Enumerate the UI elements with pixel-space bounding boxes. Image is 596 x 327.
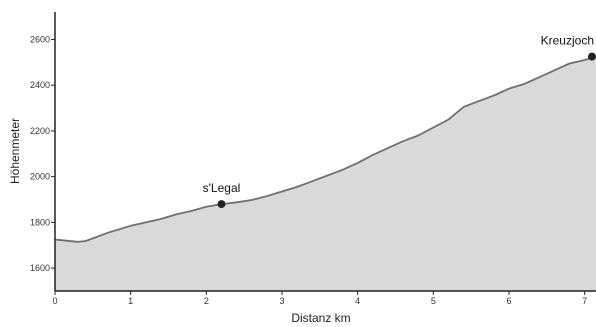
waypoint-label: Kreuzjoch bbox=[541, 34, 594, 48]
y-tick-label: 2000 bbox=[30, 172, 50, 182]
y-tick-label: 2200 bbox=[30, 126, 50, 136]
x-tick-label: 6 bbox=[506, 296, 511, 306]
x-tick-label: 1 bbox=[128, 296, 133, 306]
y-tick-label: 1800 bbox=[30, 217, 50, 227]
x-tick-label: 7 bbox=[582, 296, 587, 306]
x-tick-label: 2 bbox=[204, 296, 209, 306]
x-ticks: 0 1 2 3 4 5 6 7 bbox=[52, 291, 587, 306]
y-tick-label: 2600 bbox=[30, 34, 50, 44]
x-tick-label: 5 bbox=[431, 296, 436, 306]
x-tick-label: 0 bbox=[52, 296, 57, 306]
elevation-line bbox=[54, 55, 596, 243]
plot-area bbox=[54, 55, 596, 291]
y-tick-label: 1600 bbox=[30, 263, 50, 273]
axes bbox=[54, 12, 596, 292]
y-axis-title: Höhenmeter bbox=[8, 118, 22, 184]
waypoint-label: s'Legal bbox=[203, 181, 241, 195]
markers: s'Legal Kreuzjoch bbox=[203, 34, 596, 209]
waypoint-marker bbox=[217, 200, 226, 209]
x-tick-label: 4 bbox=[355, 296, 360, 306]
x-axis-title: Distanz km bbox=[291, 311, 350, 325]
y-tick-label: 2400 bbox=[30, 80, 50, 90]
elevation-area bbox=[55, 56, 596, 291]
x-tick-label: 3 bbox=[279, 296, 284, 306]
y-ticks: 1600 1800 2000 2200 2400 2600 bbox=[30, 34, 55, 273]
waypoint-marker bbox=[588, 52, 596, 61]
